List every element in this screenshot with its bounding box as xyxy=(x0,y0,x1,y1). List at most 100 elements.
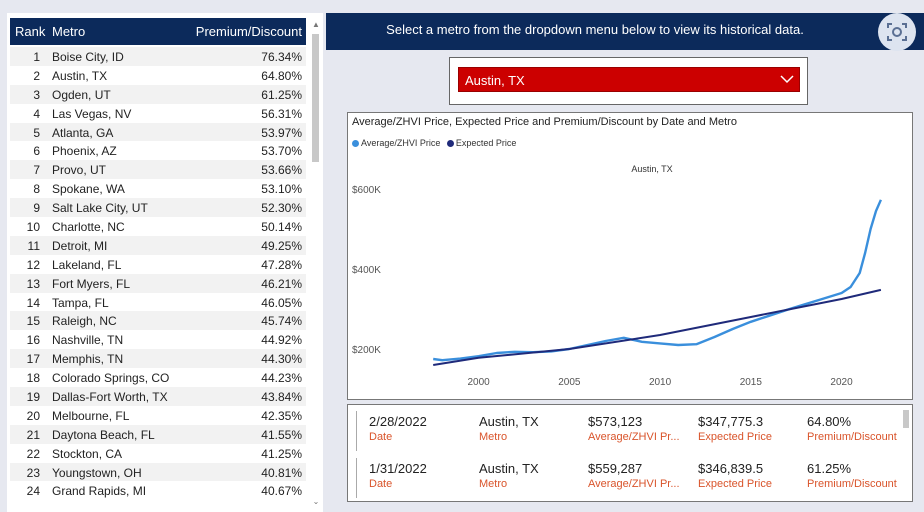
table-row[interactable]: 22 Stockton, CA 41.25% xyxy=(10,444,306,463)
metro-cell: Lakeland, FL xyxy=(52,257,122,272)
metro-cell: Stockton, CA xyxy=(52,446,123,461)
table-row[interactable]: 17 Memphis, TN 44.30% xyxy=(10,349,306,369)
x-tick-label: 2000 xyxy=(467,377,490,388)
rank-cell: 14 xyxy=(26,295,40,310)
camera-focus-icon[interactable] xyxy=(878,13,916,51)
record-date-value: 1/31/2022 xyxy=(369,461,427,476)
header-metro[interactable]: Metro xyxy=(52,24,86,39)
rank-cell: 18 xyxy=(26,371,40,386)
rank-cell: 11 xyxy=(27,238,40,253)
metro-cell: Charlotte, NC xyxy=(52,220,125,235)
rank-cell: 23 xyxy=(26,465,40,480)
x-tick-label: 2010 xyxy=(649,377,672,388)
premium-cell: 41.25% xyxy=(261,446,302,461)
table-row[interactable]: 3 Ogden, UT 61.25% xyxy=(10,84,306,104)
header-rank[interactable]: Rank xyxy=(15,24,46,39)
rank-cell: 16 xyxy=(26,333,40,348)
metro-cell: Provo, UT xyxy=(52,163,107,178)
metro-cell: Atlanta, GA xyxy=(52,125,114,140)
table-row[interactable]: 20 Melbourne, FL 42.35% xyxy=(10,406,306,425)
metro-cell: Colorado Springs, CO xyxy=(52,371,170,386)
premium-cell: 52.30% xyxy=(261,201,302,216)
table-row[interactable]: 8 Spokane, WA 53.10% xyxy=(10,179,306,198)
rank-cell: 10 xyxy=(26,220,40,235)
metro-cell: Memphis, TN xyxy=(52,352,124,367)
table-row[interactable]: 19 Dallas-Fort Worth, TX 43.84% xyxy=(10,387,306,406)
record-expected-label: Expected Price xyxy=(698,478,772,490)
chevron-down-icon[interactable] xyxy=(779,72,795,89)
rank-cell: 15 xyxy=(26,314,40,329)
table-row[interactable]: 2 Austin, TX 64.80% xyxy=(10,66,306,85)
rank-cell: 13 xyxy=(26,276,40,291)
premium-cell: 44.30% xyxy=(261,352,302,367)
table-row[interactable]: 11 Detroit, MI 49.25% xyxy=(10,235,306,255)
instruction-banner: Select a metro from the dropdown menu be… xyxy=(326,13,924,51)
premium-cell: 45.74% xyxy=(261,314,302,329)
table-body: 1 Boise City, ID 76.34% 2 Austin, TX 64.80% 3 O… xyxy=(10,47,306,500)
record-metro-value: Austin, TX xyxy=(479,414,539,429)
legend-expected: Expected Price xyxy=(455,138,517,148)
zhvi-price-line[interactable] xyxy=(433,199,882,362)
table-row[interactable]: 5 Atlanta, GA 53.97% xyxy=(10,122,306,142)
table-row[interactable]: 18 Colorado Springs, CO 44.23% xyxy=(10,368,306,387)
table-row[interactable]: 14 Tampa, FL 46.05% xyxy=(10,293,306,312)
header-premium-discount[interactable]: Premium/Discount xyxy=(195,24,302,39)
table-row[interactable]: 7 Provo, UT 53.66% xyxy=(10,160,306,180)
premium-cell: 53.97% xyxy=(261,125,302,140)
premium-cell: 46.05% xyxy=(261,295,302,310)
x-tick-label: 2005 xyxy=(558,377,581,388)
table-row[interactable]: 16 Nashville, TN 44.92% xyxy=(10,330,306,349)
detail-scroll-thumb[interactable] xyxy=(903,410,909,428)
premium-cell: 76.34% xyxy=(261,50,302,64)
record-pd-label: Premium/Discount xyxy=(807,431,897,443)
metro-cell: Phoenix, AZ xyxy=(52,144,117,159)
record-row[interactable]: 1/31/2022 Date Austin, TX Metro $559,287 Aver… xyxy=(356,458,897,498)
table-row[interactable]: 1 Boise City, ID 76.34% xyxy=(10,47,306,66)
record-expected-value: $347,775.3 xyxy=(698,414,764,429)
premium-cell: 53.10% xyxy=(261,182,302,197)
table-row[interactable]: 12 Lakeland, FL 47.28% xyxy=(10,255,306,274)
metro-cell: Youngstown, OH xyxy=(52,465,142,480)
x-tick-label: 2015 xyxy=(740,377,763,388)
dropdown-value: Austin, TX xyxy=(465,73,525,88)
metro-cell: Tampa, FL xyxy=(52,295,109,310)
record-zhvi-value: $573,123 xyxy=(588,414,643,429)
record-metro-value: Austin, TX xyxy=(479,461,539,476)
record-pd-label: Premium/Discount xyxy=(807,478,897,490)
table-row[interactable]: 23 Youngstown, OH 40.81% xyxy=(10,462,306,482)
table-row[interactable]: 21 Daytona Beach, FL 41.55% xyxy=(10,424,306,444)
table-scrollbar[interactable]: ▲ ⌄ xyxy=(310,18,322,506)
record-pd-value: 61.25% xyxy=(807,461,852,476)
metro-cell: Melbourne, FL xyxy=(52,408,130,423)
table-row[interactable]: 13 Fort Myers, FL 46.21% xyxy=(10,273,306,293)
rank-cell: 12 xyxy=(26,257,40,272)
y-tick-label: $600K xyxy=(352,185,381,196)
premium-cell: 53.70% xyxy=(261,144,302,159)
chart-subtitle: Austin, TX xyxy=(631,164,672,174)
expected-price-line[interactable] xyxy=(433,288,882,366)
table-row[interactable]: 24 Grand Rapids, MI 40.67% xyxy=(10,481,306,500)
rank-cell: 17 xyxy=(26,352,40,367)
scroll-down-icon[interactable]: ⌄ xyxy=(312,497,320,506)
premium-cell: 41.55% xyxy=(261,427,302,442)
metro-cell: Boise City, ID xyxy=(52,50,124,64)
metro-cell: Austin, TX xyxy=(52,68,108,83)
record-zhvi-value: $559,287 xyxy=(588,461,643,476)
rank-cell: 7 xyxy=(33,163,40,178)
table-row[interactable]: 15 Raleigh, NC 45.74% xyxy=(10,311,306,331)
metro-cell: Raleigh, NC xyxy=(52,314,117,329)
rank-cell: 19 xyxy=(26,390,40,405)
table-row[interactable]: 4 Las Vegas, NV 56.31% xyxy=(10,104,306,123)
metro-dropdown[interactable]: Austin, TX xyxy=(458,67,800,92)
premium-cell: 50.14% xyxy=(261,220,302,235)
table-row[interactable]: 10 Charlotte, NC 50.14% xyxy=(10,217,306,236)
rank-cell: 20 xyxy=(26,408,40,423)
scroll-thumb[interactable] xyxy=(312,34,319,162)
metro-cell: Daytona Beach, FL xyxy=(52,427,155,442)
table-row[interactable]: 6 Phoenix, AZ 53.70% xyxy=(10,141,306,160)
record-row[interactable]: 2/28/2022 Date Austin, TX Metro $573,123 Aver… xyxy=(356,411,897,451)
scroll-up-icon[interactable]: ▲ xyxy=(312,20,320,29)
premium-cell: 42.35% xyxy=(261,408,302,423)
table-row[interactable]: 9 Salt Lake City, UT 52.30% xyxy=(10,198,306,218)
price-chart: Average/ZHVI Price, Expected Price and P… xyxy=(347,112,913,400)
